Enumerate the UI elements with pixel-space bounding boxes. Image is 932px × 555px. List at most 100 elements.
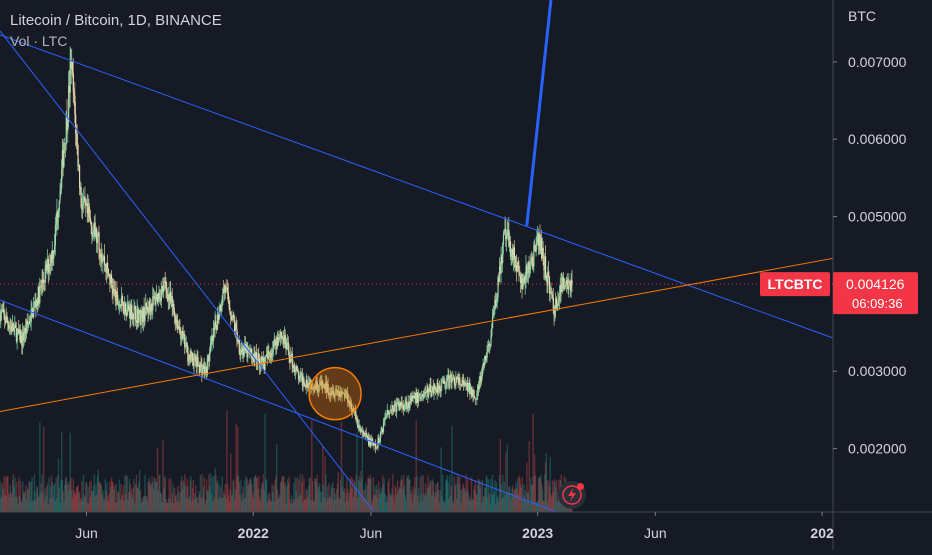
candle-body-2021-12-17 <box>241 350 243 352</box>
volume-bar-2021-05-31 <box>85 483 87 512</box>
candle-body-2022-07-05 <box>396 402 399 404</box>
volume-bar-2022-07-02 <box>394 485 396 512</box>
volume-bar-2021-05-14 <box>71 498 74 512</box>
volume-bar-2021-12-24 <box>246 478 248 512</box>
candle-body-2022-08-20 <box>432 387 434 394</box>
trendline-rising-support[interactable] <box>0 257 834 412</box>
candle-body-2021-03-22 <box>30 309 32 322</box>
candle-body-2022-04-24 <box>340 391 343 396</box>
candle-body-2022-02-02 <box>277 337 279 346</box>
candle-body-2021-05-15 <box>72 73 74 92</box>
candle-body-2022-03-25 <box>317 386 319 392</box>
candle-body-2022-06-18 <box>383 420 385 423</box>
volume-bar-2022-05-25 <box>364 482 367 512</box>
candle-body-2021-12-31 <box>251 356 254 359</box>
volume-bar-2021-10-15 <box>191 487 194 512</box>
price-axis-unit: BTC <box>848 8 876 24</box>
volume-bar-2021-10-07 <box>185 497 188 512</box>
volume-bar-2021-08-19 <box>147 482 149 512</box>
volume-bar-2021-10-22 <box>197 503 199 512</box>
volume-bar-2021-11-15 <box>216 483 218 512</box>
volume-bar-2021-12-13 <box>237 475 240 512</box>
volume-bar-2021-02-10 <box>0 497 1 512</box>
volume-bar-2021-05-11 <box>69 432 71 512</box>
candle-body-2022-10-05 <box>468 382 470 389</box>
volume-bar-2021-10-26 <box>200 498 202 512</box>
volume-bar-2022-08-24 <box>435 492 438 512</box>
volume-bar-2022-02-23 <box>293 499 296 512</box>
candle-body-2022-08-08 <box>423 394 425 397</box>
volume-bar-2022-10-25 <box>484 487 486 512</box>
candle-body-2022-06-26 <box>389 409 392 412</box>
volume-bar-2022-02-14 <box>286 479 289 512</box>
volume-bar-2021-08-03 <box>134 483 137 512</box>
trendline-steep-descending-line[interactable] <box>0 30 375 513</box>
candle-body-2023-01-27 <box>557 300 559 306</box>
candle-body-2021-10-24 <box>198 364 201 373</box>
volume-bar-2022-12-14 <box>523 484 525 512</box>
candle-body-2021-06-30 <box>108 275 110 277</box>
volume-bar-2022-01-09 <box>258 496 261 512</box>
candle-body-2022-11-28 <box>510 255 512 257</box>
candle-body-2021-12-02 <box>229 307 231 314</box>
volume-layer <box>0 410 573 512</box>
volume-bar-2022-01-03 <box>254 476 256 512</box>
alert-button[interactable] <box>558 481 586 509</box>
candle-body-2022-08-26 <box>437 383 439 393</box>
trendline-lower-channel-line[interactable] <box>0 299 557 513</box>
volume-bar-2022-03-07 <box>303 478 305 512</box>
candle-body-2021-06-23 <box>103 256 105 259</box>
volume-bar-2021-11-14 <box>215 474 217 512</box>
candle-body-2021-05-25 <box>80 187 82 207</box>
candle-body-2023-02-13 <box>570 280 572 291</box>
candle-body-2021-10-21 <box>196 356 198 366</box>
candle-body-2021-03-04 <box>16 331 18 342</box>
candle-body-2022-01-16 <box>264 356 266 371</box>
candle-body-2022-11-09 <box>495 302 498 307</box>
candle-body-2022-06-10 <box>377 438 379 448</box>
candle-body-2021-12-06 <box>232 314 234 318</box>
candle-body-2022-09-14 <box>452 376 454 379</box>
volume-bar-2022-10-14 <box>475 493 477 512</box>
volume-bar-2022-05-05 <box>349 479 351 512</box>
volume-bar-2021-05-08 <box>67 481 69 512</box>
trendline-descending-resistance[interactable] <box>0 34 834 339</box>
price-axis[interactable]: 0.007000 0.006000 0.005000 0.003000 0.002000 <box>832 0 907 550</box>
volume-bar-2021-12-18 <box>241 493 244 512</box>
candle-body-2021-02-19 <box>6 316 8 321</box>
volume-bar-2022-04-10 <box>329 498 332 512</box>
volume-bar-2021-09-06 <box>161 502 163 512</box>
volume-bar-2021-12-04 <box>230 496 233 512</box>
candle-body-2021-10-04 <box>183 334 185 336</box>
candle-body-2022-03-23 <box>315 381 318 389</box>
candle-body-2021-03-28 <box>35 301 37 308</box>
volume-bar-2022-01-01 <box>252 497 255 512</box>
volume-bar-2021-04-22 <box>54 500 57 512</box>
candle-body-2022-09-29 <box>463 382 466 386</box>
volume-bar-2022-12-31 <box>536 502 538 512</box>
candle-body-2022-03-19 <box>312 388 314 390</box>
candle-body-2022-11-15 <box>500 255 502 274</box>
time-axis[interactable]: Jun 2022 Jun 2023 Jun 202 <box>0 511 932 541</box>
trendlines-layer[interactable] <box>0 0 834 513</box>
candle-body-2022-10-14 <box>475 398 477 400</box>
volume-bar-2023-01-04 <box>539 477 541 512</box>
volume-bar-2021-07-31 <box>132 487 135 512</box>
highlight-circle[interactable] <box>308 366 362 421</box>
volume-bar-2022-03-15 <box>309 477 311 512</box>
volume-bar-2023-02-02 <box>562 502 564 512</box>
candle-body-2022-10-06 <box>469 382 471 394</box>
candle-body-2021-11-13 <box>214 320 216 330</box>
volume-bar-2021-06-30 <box>108 493 110 512</box>
candle-body-2022-12-30 <box>535 243 537 252</box>
volume-bar-2023-01-10 <box>544 474 546 512</box>
volume-bar-2021-10-10 <box>187 499 190 512</box>
volume-bar-2022-09-23 <box>459 476 461 512</box>
candle-body-2021-06-15 <box>96 234 99 243</box>
volume-bar-2021-06-07 <box>90 480 92 512</box>
candle-body-2022-06-17 <box>382 422 385 432</box>
volume-bar-2022-10-24 <box>483 496 485 512</box>
trendline-projection-arrow[interactable] <box>525 0 553 226</box>
